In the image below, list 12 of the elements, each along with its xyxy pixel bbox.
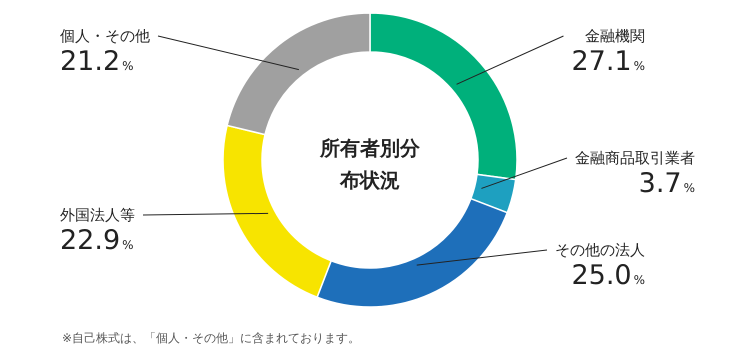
slice-label: 外国法人等 [60,206,135,224]
slice-label: 金融機関 [584,26,645,44]
data-label: 21.2% [60,46,135,76]
data-label: 22.9% [60,224,135,256]
text: 所有者別分布状況 [320,135,420,194]
data-label: 3.7% [638,168,695,198]
data-label: 27.1% [571,46,645,76]
data-label: 25.0% [570,260,645,290]
slice-label: 金融商品取引業者 [575,148,695,166]
text: ※自己株式は、「個人・その他」に含まれております。 [62,330,360,347]
slice-label: 個人・その他 [60,26,150,44]
slice-label: その他の法人 [555,240,645,258]
